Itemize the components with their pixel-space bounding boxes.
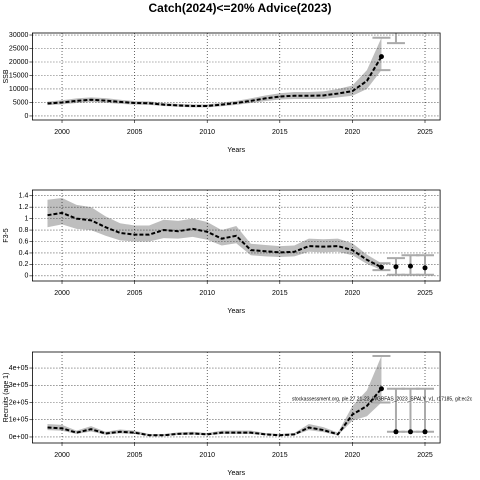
y-axis-label: SSB [3, 69, 10, 83]
x-tick-label: 2015 [272, 452, 288, 459]
y-tick-label: 25000 [9, 45, 29, 52]
x-tick-label: 2025 [417, 452, 433, 459]
y-tick-label: 3e+05 [9, 382, 29, 389]
x-tick-label: 2020 [345, 290, 361, 297]
x-tick-label: 2010 [199, 129, 215, 136]
x-tick-label: 2000 [54, 290, 70, 297]
y-tick-label: 2e+05 [9, 399, 29, 406]
forecast-point [407, 429, 413, 435]
x-tick-label: 2010 [199, 290, 215, 297]
x-tick-label: 2020 [345, 452, 361, 459]
last-point [378, 54, 384, 60]
last-point [378, 264, 384, 270]
y-tick-label: 1 [24, 215, 28, 222]
plot-area [32, 190, 441, 281]
y-tick-label: 0.6 [19, 238, 29, 245]
x-axis-label: Years [227, 470, 245, 477]
forecast-point [393, 429, 399, 435]
plot-frame [32, 189, 441, 282]
x-tick-label: 2010 [199, 452, 215, 459]
y-tick-label: 0e+00 [9, 434, 29, 441]
y-tick-label: 5000 [13, 99, 29, 106]
y-tick-label: 15000 [9, 72, 29, 79]
x-tick-label: 2025 [417, 129, 433, 136]
y-tick-label: 0 [24, 273, 28, 280]
chart-title: Catch(2024)<=20% Advice(2023) [149, 1, 332, 15]
y-tick-label: 0.4 [19, 250, 29, 257]
estimate-line [47, 388, 383, 437]
y-axis-label: F3-5 [3, 228, 10, 243]
plot-area [32, 33, 441, 120]
forecast-point [393, 264, 399, 270]
annotation: stockassessment.org, ple.27.21-23_WGBFAS… [292, 396, 473, 402]
forecast-point [422, 265, 428, 271]
plot-frame [32, 32, 441, 121]
last-point [378, 386, 384, 392]
x-tick-label: 2005 [127, 452, 143, 459]
x-axis-label: Years [227, 147, 245, 154]
confidence-band [47, 198, 382, 271]
x-tick-label: 2005 [127, 129, 143, 136]
y-tick-label: 1.4 [19, 193, 29, 200]
y-tick-label: 20000 [9, 59, 29, 66]
forecast-point [407, 263, 413, 269]
x-tick-label: 2015 [272, 290, 288, 297]
estimate-line [47, 56, 383, 107]
y-tick-label: 0.8 [19, 227, 29, 234]
x-tick-label: 2025 [417, 290, 433, 297]
plot-area [32, 352, 441, 443]
x-tick-label: 2020 [345, 129, 361, 136]
y-tick-label: 10000 [9, 86, 29, 93]
x-tick-label: 2000 [54, 129, 70, 136]
plot-frame [32, 351, 441, 444]
y-tick-label: 30000 [9, 32, 29, 39]
y-axis-label: Recruits (age 1) [3, 373, 10, 423]
x-tick-label: 2000 [54, 452, 70, 459]
y-tick-label: 0 [24, 113, 28, 120]
x-axis-label: Years [227, 308, 245, 315]
y-tick-label: 1.2 [19, 204, 29, 211]
y-tick-label: 0.2 [19, 261, 29, 268]
forecast-point [422, 429, 428, 435]
y-tick-label: 1e+05 [9, 417, 29, 424]
x-tick-label: 2015 [272, 129, 288, 136]
confidence-band [47, 37, 382, 108]
y-tick-label: 4e+05 [9, 365, 29, 372]
x-tick-label: 2005 [127, 290, 143, 297]
